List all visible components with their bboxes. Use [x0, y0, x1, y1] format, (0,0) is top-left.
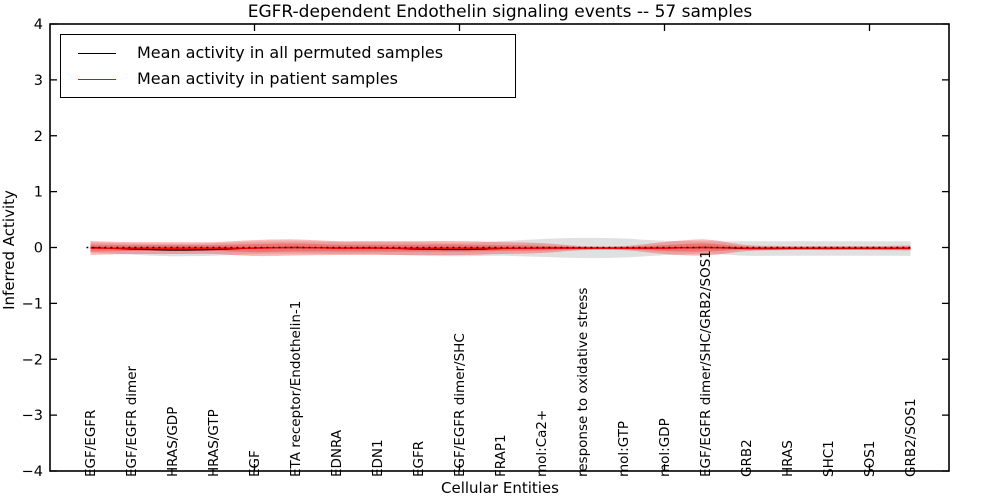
x-category-label: HRAS	[780, 440, 796, 477]
y-tick-label: 2	[34, 129, 43, 145]
x-category-label: EGFR	[411, 441, 427, 477]
x-category-label: mol:GDP	[657, 418, 673, 477]
legend-label-permuted: Mean activity in all permuted samples	[137, 43, 444, 62]
y-tick-label: 4	[34, 17, 43, 33]
x-category-label: response to oxidative stress	[575, 288, 591, 477]
x-category-label: EGF/EGFR dimer/SHC/GRB2/SOS1	[698, 250, 714, 477]
x-category-label: EGF	[247, 450, 263, 477]
x-category-label: FRAP1	[493, 434, 509, 477]
legend: Mean activity in all permuted samples Me…	[60, 34, 516, 98]
x-axis-label: Cellular Entities	[441, 479, 559, 497]
x-category-label: HRAS/GDP	[165, 407, 181, 477]
legend-line-sample-red	[78, 78, 116, 80]
x-category-label: EDN1	[370, 439, 386, 477]
x-category-label: SOS1	[862, 441, 878, 477]
y-tick-label: 0	[34, 241, 43, 257]
chart-title: EGFR-dependent Endothelin signaling even…	[247, 2, 753, 22]
x-category-label: EDNRA	[329, 429, 345, 477]
x-category-label: mol:GTP	[616, 421, 632, 477]
x-category-label: HRAS/GTP	[206, 409, 222, 477]
y-tick-label: −3	[22, 408, 43, 424]
y-axis-label: Inferred Activity	[0, 190, 18, 310]
x-category-label: GRB2/SOS1	[903, 398, 919, 477]
x-category-label: SHC1	[821, 440, 837, 477]
legend-item-patient: Mean activity in patient samples	[61, 71, 515, 87]
y-tick-label: 3	[34, 73, 43, 89]
legend-item-permuted: Mean activity in all permuted samples	[61, 45, 515, 61]
y-tick-label: 1	[34, 185, 43, 201]
y-tick-label: −1	[22, 296, 43, 312]
x-category-label: ETA receptor/Endothelin-1	[288, 301, 304, 477]
x-category-label: GRB2	[739, 439, 755, 477]
x-category-label: EGF/EGFR dimer	[124, 365, 140, 477]
y-tick-label: −2	[22, 352, 43, 368]
x-category-label: mol:Ca2+	[534, 410, 550, 477]
x-category-label: EGF/EGFR	[83, 410, 99, 477]
legend-label-patient: Mean activity in patient samples	[137, 69, 398, 88]
x-category-label: EGF/EGFR dimer/SHC	[452, 333, 468, 477]
y-tick-label: −4	[22, 464, 43, 480]
legend-line-sample-black	[78, 52, 116, 54]
